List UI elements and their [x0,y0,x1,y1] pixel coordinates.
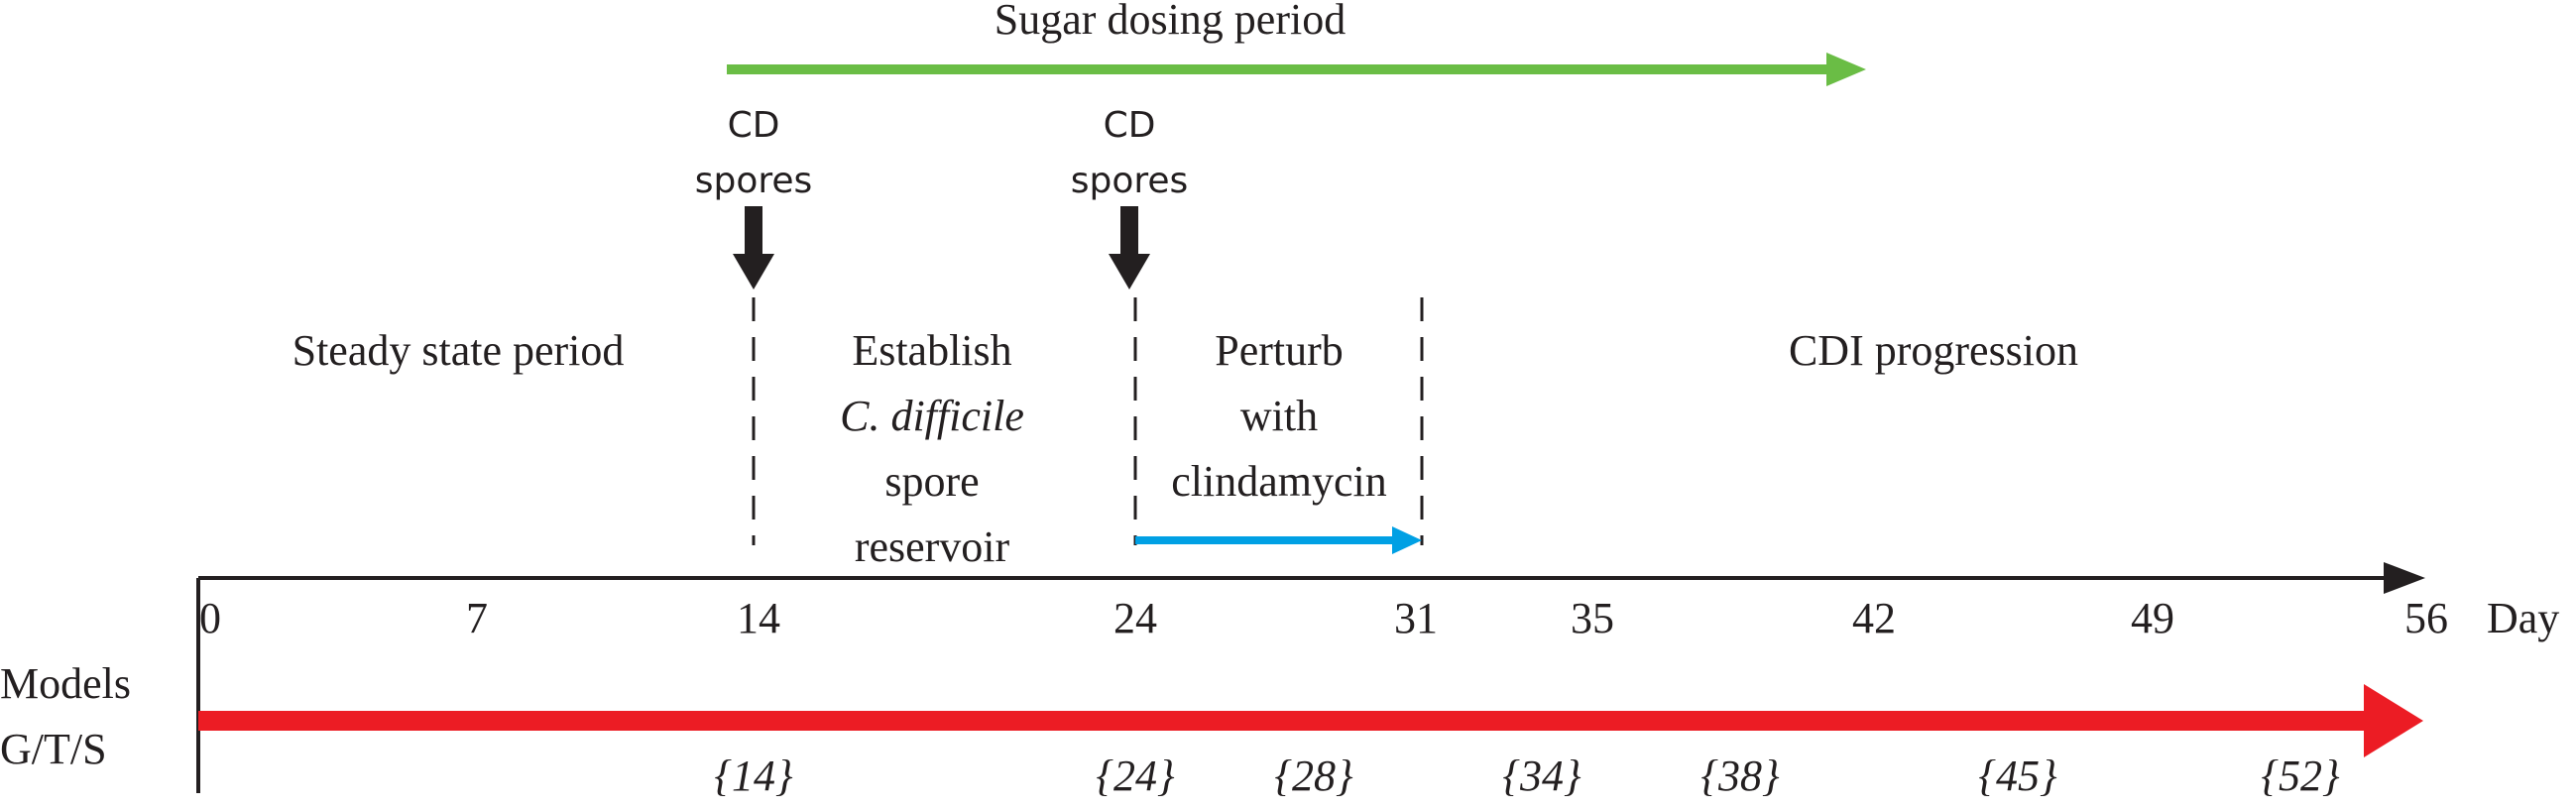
sampling-day-label: {14} [714,751,793,800]
spore-arrow-shaft [745,206,762,256]
spore-arrow-head [1109,254,1150,289]
phase-perturb-line3: clindamycin [1171,457,1387,506]
spore-marker-line2: spores [1071,161,1189,201]
phase-perturb-line1: Perturb [1215,326,1344,375]
sugar-period-arrow-head [1826,53,1866,86]
sampling-day-label: {52} [2261,751,2340,800]
sampling-day-label: {45} [1978,751,2057,800]
spore-marker-line1: CD [728,105,780,146]
day-axis-arrow-head [2384,562,2425,594]
spore-marker-line2: spores [695,161,813,201]
sampling-day-labels: {14} {24} {28} {34} {38} {45} {52} [714,751,2340,800]
axis-tick-label: 49 [2131,594,2174,642]
spore-arrow-shaft [1120,206,1138,256]
sugar-period-label: Sugar dosing period [995,0,1346,44]
phase-establish-line4: reservoir [855,522,1010,571]
axis-tick-label: 24 [1113,594,1157,642]
models-label-line2: G/T/S [0,725,107,773]
axis-tick-label: 42 [1852,594,1896,642]
phase-establish-line3: spore [884,457,979,506]
spore-marker-day-24: CD spores [1071,105,1189,289]
models-arrow-head [2364,684,2423,757]
clindamycin-arrow-head [1392,526,1422,554]
sampling-day-label: {24} [1096,751,1175,800]
axis-tick-label: 56 [2404,594,2448,642]
axis-tick-label: 14 [737,594,780,642]
phase-cdi-progression: CDI progression [1789,326,2078,375]
phase-establish-line2: C. difficile [840,392,1024,440]
sampling-day-label: {38} [1700,751,1780,800]
phase-steady-state: Steady state period [293,326,625,375]
phase-perturb-line2: with [1240,392,1318,440]
axis-tick-labels: 0 7 14 24 31 35 42 49 56 [199,594,2448,642]
sampling-day-label: {28} [1274,751,1353,800]
spore-arrow-head [733,254,774,289]
sampling-day-label: {34} [1502,751,1581,800]
spore-marker-line1: CD [1104,105,1156,146]
axis-tick-label: 0 [199,594,221,642]
spore-marker-day-14: CD spores [695,105,813,289]
axis-unit-label: Day [2487,594,2559,642]
axis-tick-label: 35 [1571,594,1614,642]
axis-tick-label: 31 [1394,594,1438,642]
phase-establish-line1: Establish [852,326,1011,375]
axis-tick-label: 7 [466,594,488,642]
models-label-line1: Models [0,659,131,708]
